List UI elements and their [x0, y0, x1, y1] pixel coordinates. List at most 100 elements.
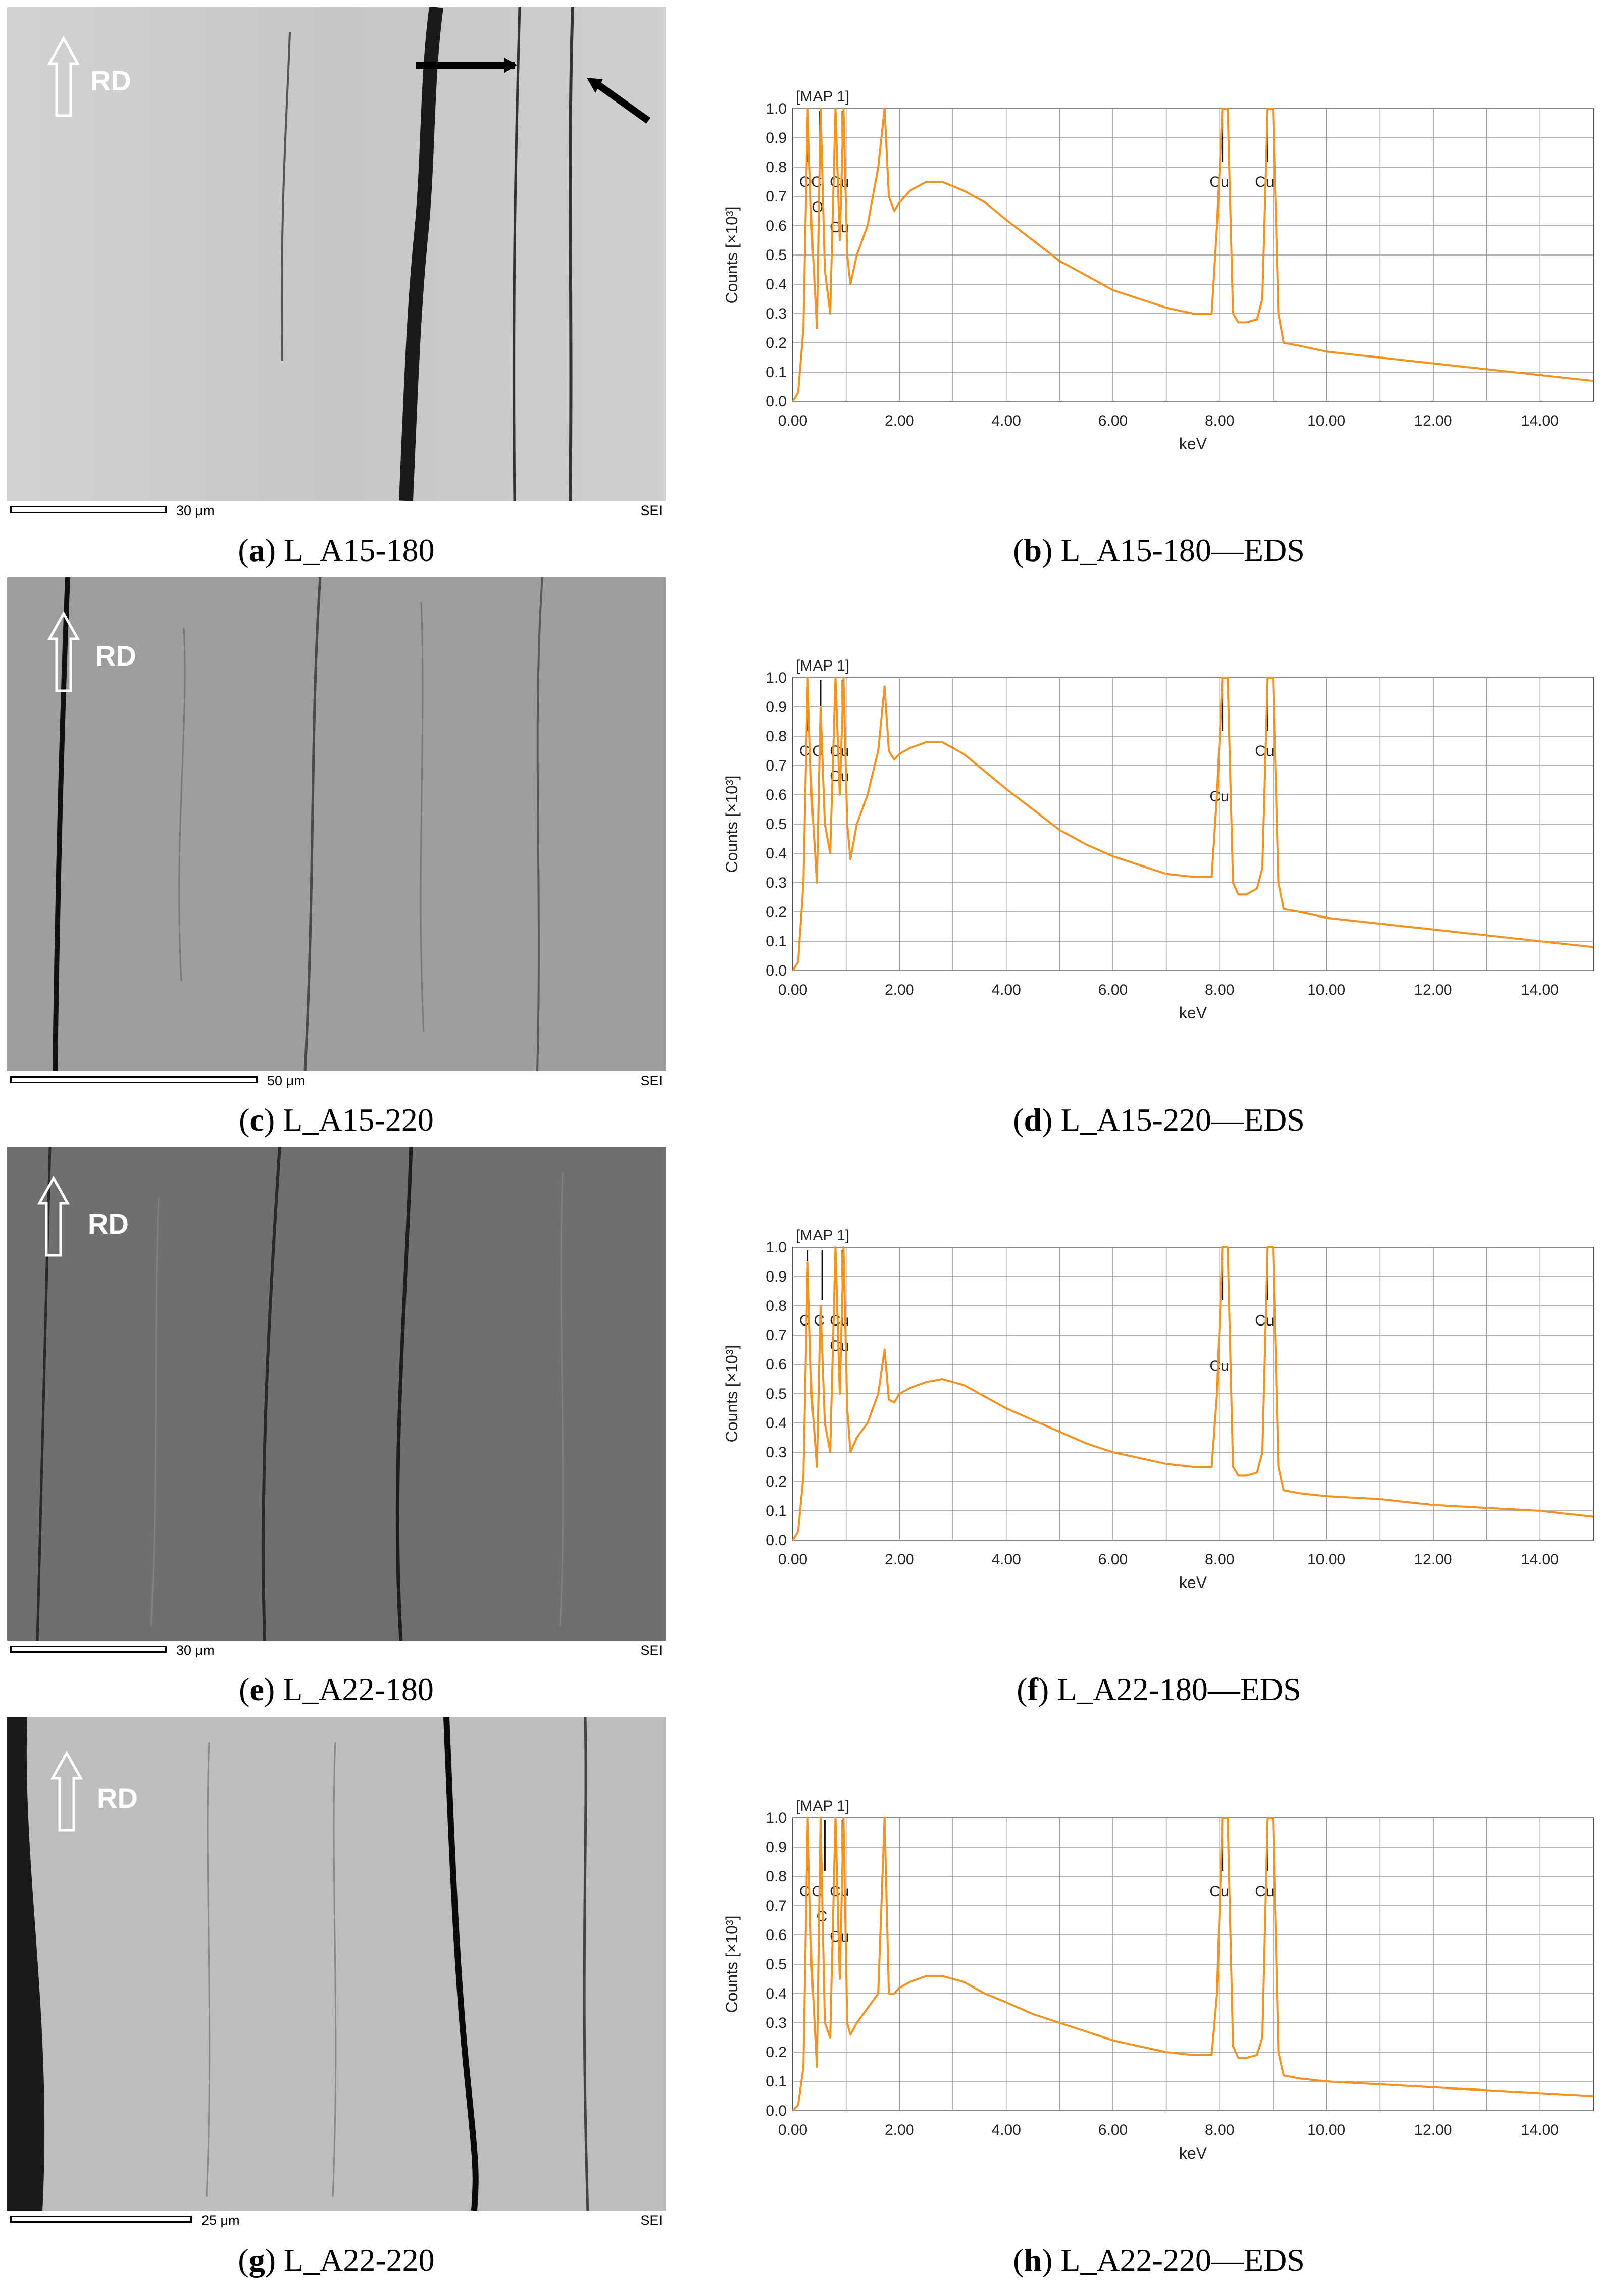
- x-tick-label: 14.00: [1521, 1551, 1559, 1568]
- x-axis-label: keV: [1179, 1004, 1207, 1022]
- x-tick-label: 2.00: [885, 2122, 914, 2138]
- caption-c: (c) L_A15-220: [239, 1102, 434, 1138]
- x-tick-label: 12.00: [1414, 2122, 1452, 2138]
- element-marker-label: Cu: [1209, 1358, 1229, 1374]
- x-tick-label: 0.00: [778, 1551, 807, 1568]
- x-tick-label: 8.00: [1205, 1551, 1234, 1568]
- map-label: [MAP 1]: [796, 1227, 849, 1244]
- x-tick-label: 2.00: [885, 982, 914, 998]
- x-axis-label: keV: [1179, 2144, 1207, 2162]
- y-tick-label: 0.3: [766, 2015, 787, 2031]
- rd-arrow-icon: [37, 1175, 70, 1257]
- scale-bar: [10, 1646, 167, 1653]
- scale-bar: [10, 2216, 192, 2223]
- map-label: [MAP 1]: [796, 657, 849, 674]
- x-tick-label: 0.00: [778, 413, 807, 429]
- y-tick-label: 1.0: [766, 100, 787, 117]
- y-tick-label: 0.5: [766, 1956, 787, 1973]
- eds-chart-f: 0.0 0.1 0.2 0.3 0.4 0.5 0.6 0.7 0.8 0.9 1.0 0.00 2.0…: [702, 1217, 1616, 1611]
- x-tick-label: 8.00: [1205, 982, 1234, 998]
- x-tick-label: 14.00: [1521, 413, 1559, 429]
- map-label: [MAP 1]: [796, 88, 849, 105]
- element-marker-label: Cu: [1255, 1883, 1274, 1900]
- x-tick-label: 10.00: [1307, 413, 1345, 429]
- x-tick-label: 4.00: [991, 982, 1021, 998]
- x-tick-label: 10.00: [1307, 2122, 1345, 2138]
- rd-label: RD: [88, 1208, 129, 1240]
- sem-edge: [7, 1717, 45, 2211]
- sem-crack: [536, 577, 543, 1071]
- caption-a: (a) L_A15-180: [238, 532, 435, 568]
- scale-label: 30 μm: [176, 503, 215, 518]
- scale-row-e: 30 μm SEI: [7, 1642, 666, 1662]
- x-axis-label: keV: [1179, 1573, 1207, 1592]
- y-tick-label: 0.8: [766, 159, 787, 176]
- y-tick-label: 0.0: [766, 962, 787, 979]
- x-tick-label: 4.00: [991, 2122, 1021, 2138]
- y-tick-label: 1.0: [766, 1239, 787, 1256]
- sem-crack: [399, 7, 443, 501]
- detector-label: SEI: [640, 1073, 663, 1088]
- x-tick-label: 0.00: [778, 982, 807, 998]
- sem-crack: [569, 7, 574, 501]
- y-tick-label: 0.5: [766, 816, 787, 833]
- rd-label: RD: [95, 640, 136, 672]
- x-tick-label: 4.00: [991, 413, 1021, 429]
- spectrum-line: [792, 677, 1594, 972]
- x-tick-label: 0.00: [778, 2122, 807, 2138]
- y-tick-label: 0.6: [766, 1356, 787, 1373]
- y-tick-label: 1.0: [766, 670, 787, 686]
- y-tick-label: 0.2: [766, 904, 787, 921]
- scale-row-c: 50 μm SEI: [7, 1072, 666, 1092]
- caption-letter: h: [1024, 2242, 1042, 2278]
- element-marker-label: Cu: [1209, 788, 1229, 805]
- x-tick-label: 4.00: [991, 1551, 1021, 1568]
- y-tick-label: 0.9: [766, 1839, 787, 1856]
- y-tick-label: 0.7: [766, 188, 787, 205]
- caption-text: L_A22-220: [284, 2242, 435, 2278]
- sem-background: [7, 1717, 666, 2211]
- scale-row-g: 25 μm SEI: [7, 2212, 666, 2232]
- x-axis-label: keV: [1179, 435, 1207, 453]
- caption-d: (d) L_A15-220—EDS: [1013, 1102, 1305, 1138]
- caption-letter: b: [1024, 532, 1042, 568]
- scale-bar: [10, 506, 167, 513]
- x-tick-label: 6.00: [1098, 2122, 1128, 2138]
- sem-texture: [178, 627, 186, 982]
- eds-chart-b: 0.0 0.1 0.2 0.3 0.4 0.5 0.6 0.7 0.8 0.9 1.0 0.00 2.0…: [702, 78, 1616, 472]
- spectrum-line: [792, 108, 1594, 402]
- sem-crack: [513, 7, 521, 501]
- sem-crack: [36, 1147, 52, 1641]
- element-marker-label: C: [799, 174, 810, 190]
- scale-bar: [10, 1076, 258, 1083]
- caption-e: (e) L_A22-180: [239, 1671, 434, 1707]
- y-tick-label: 0.1: [766, 2073, 787, 2090]
- x-tick-label: 6.00: [1098, 413, 1128, 429]
- sem-crack: [583, 1717, 589, 2211]
- y-tick-label: 0.7: [766, 757, 787, 774]
- y-tick-label: 0.4: [766, 276, 787, 293]
- rd-label: RD: [90, 65, 131, 96]
- x-tick-label: 2.00: [885, 413, 914, 429]
- x-tick-label: 2.00: [885, 1551, 914, 1568]
- caption-text: L_A22-180—EDS: [1057, 1671, 1301, 1707]
- y-tick-label: 0.3: [766, 305, 787, 322]
- sem-background: [7, 577, 666, 1071]
- caption-b: (b) L_A15-180—EDS: [1013, 532, 1305, 568]
- sem-texture: [332, 1742, 337, 2197]
- x-tick-label: 12.00: [1414, 982, 1452, 998]
- sem-background: [7, 1147, 666, 1641]
- y-tick-label: 0.0: [766, 1532, 787, 1549]
- rd-arrow-icon: [47, 610, 80, 692]
- caption-letter: g: [248, 2242, 265, 2278]
- sem-crack: [53, 577, 70, 1071]
- scale-row-a: 30 μm SEI: [7, 502, 666, 522]
- scale-label: 30 μm: [176, 1643, 215, 1658]
- y-axis-label: Counts [×10³]: [723, 207, 741, 304]
- x-tick-label: 12.00: [1414, 1551, 1452, 1568]
- y-tick-label: 0.8: [766, 1298, 787, 1314]
- caption-text: L_A22-220—EDS: [1060, 2242, 1305, 2278]
- caption-text: L_A15-180: [284, 532, 435, 568]
- arrow-indicator: [593, 80, 651, 124]
- sem-texture: [150, 1197, 160, 1627]
